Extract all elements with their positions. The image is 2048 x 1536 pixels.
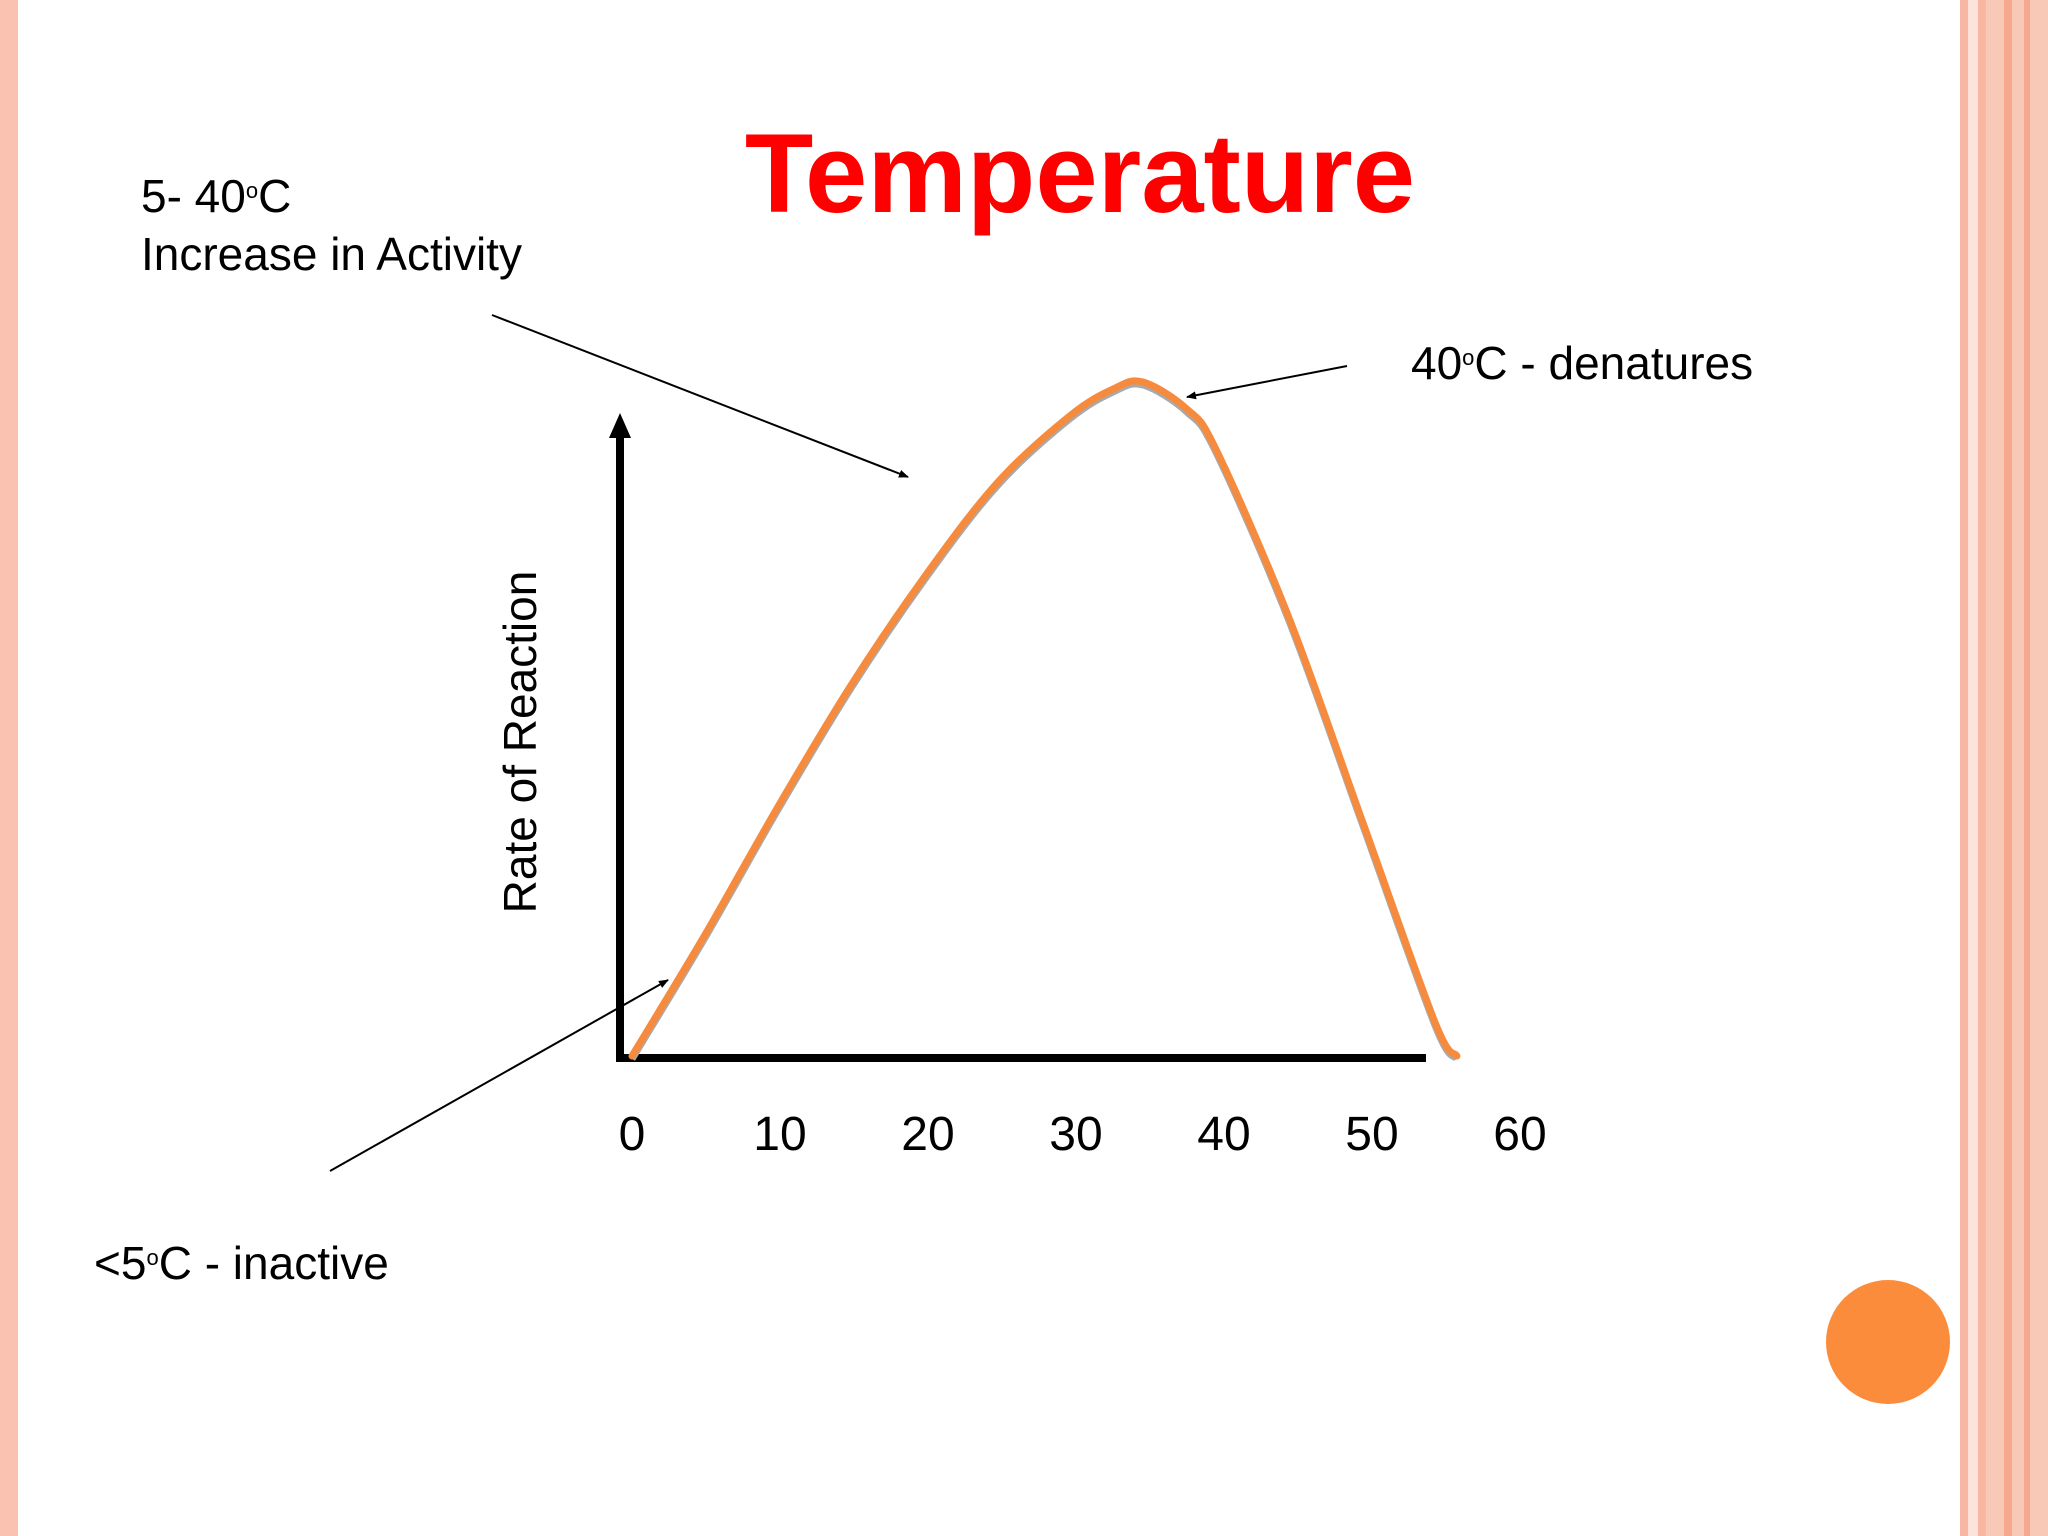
range-annotation-line2: Increase in Activity (141, 227, 522, 280)
series-line (628, 377, 1461, 1060)
decorative-circle (1826, 1280, 1950, 1404)
slide-border-stripe (2004, 0, 2012, 1536)
range-arrow (491, 314, 909, 478)
x-tick-label: 20 (901, 1108, 954, 1161)
peak-arrow (1186, 365, 1348, 400)
annotation-arrows (329, 314, 1348, 1172)
slide-border-stripe (1960, 0, 1968, 1536)
range-annotation-line1: 5- 40oC (141, 170, 292, 222)
slide-title: Temperature (744, 111, 1416, 236)
x-tick-label: 60 (1493, 1108, 1546, 1161)
range-annotation: 5- 40oC Increase in Activity (141, 168, 522, 283)
chart-axes (609, 413, 1426, 1062)
y-axis-arrow-icon (609, 413, 631, 438)
series-layer (628, 377, 1461, 1062)
x-tick-label: 50 (1345, 1108, 1398, 1161)
slide-border-right (1986, 0, 2048, 1536)
x-tick-label: 40 (1197, 1108, 1250, 1161)
series-line-shadow (629, 380, 1460, 1062)
x-tick-label: 30 (1049, 1108, 1102, 1161)
low-arrow (329, 979, 669, 1172)
slide-border-stripe (2024, 0, 2030, 1536)
slide-border-left (0, 0, 18, 1536)
x-tick-label: 0 (619, 1108, 646, 1161)
peak-annotation: 40oC - denatures (1411, 337, 1754, 389)
slide-border-stripe (1968, 0, 1978, 1536)
x-tick-label: 10 (753, 1108, 806, 1161)
low-annotation: <5oC - inactive (94, 1237, 389, 1289)
tick-layer: 0 10 20 30 40 50 60 (619, 1108, 1547, 1161)
slide-border-stripe (1978, 0, 1986, 1536)
